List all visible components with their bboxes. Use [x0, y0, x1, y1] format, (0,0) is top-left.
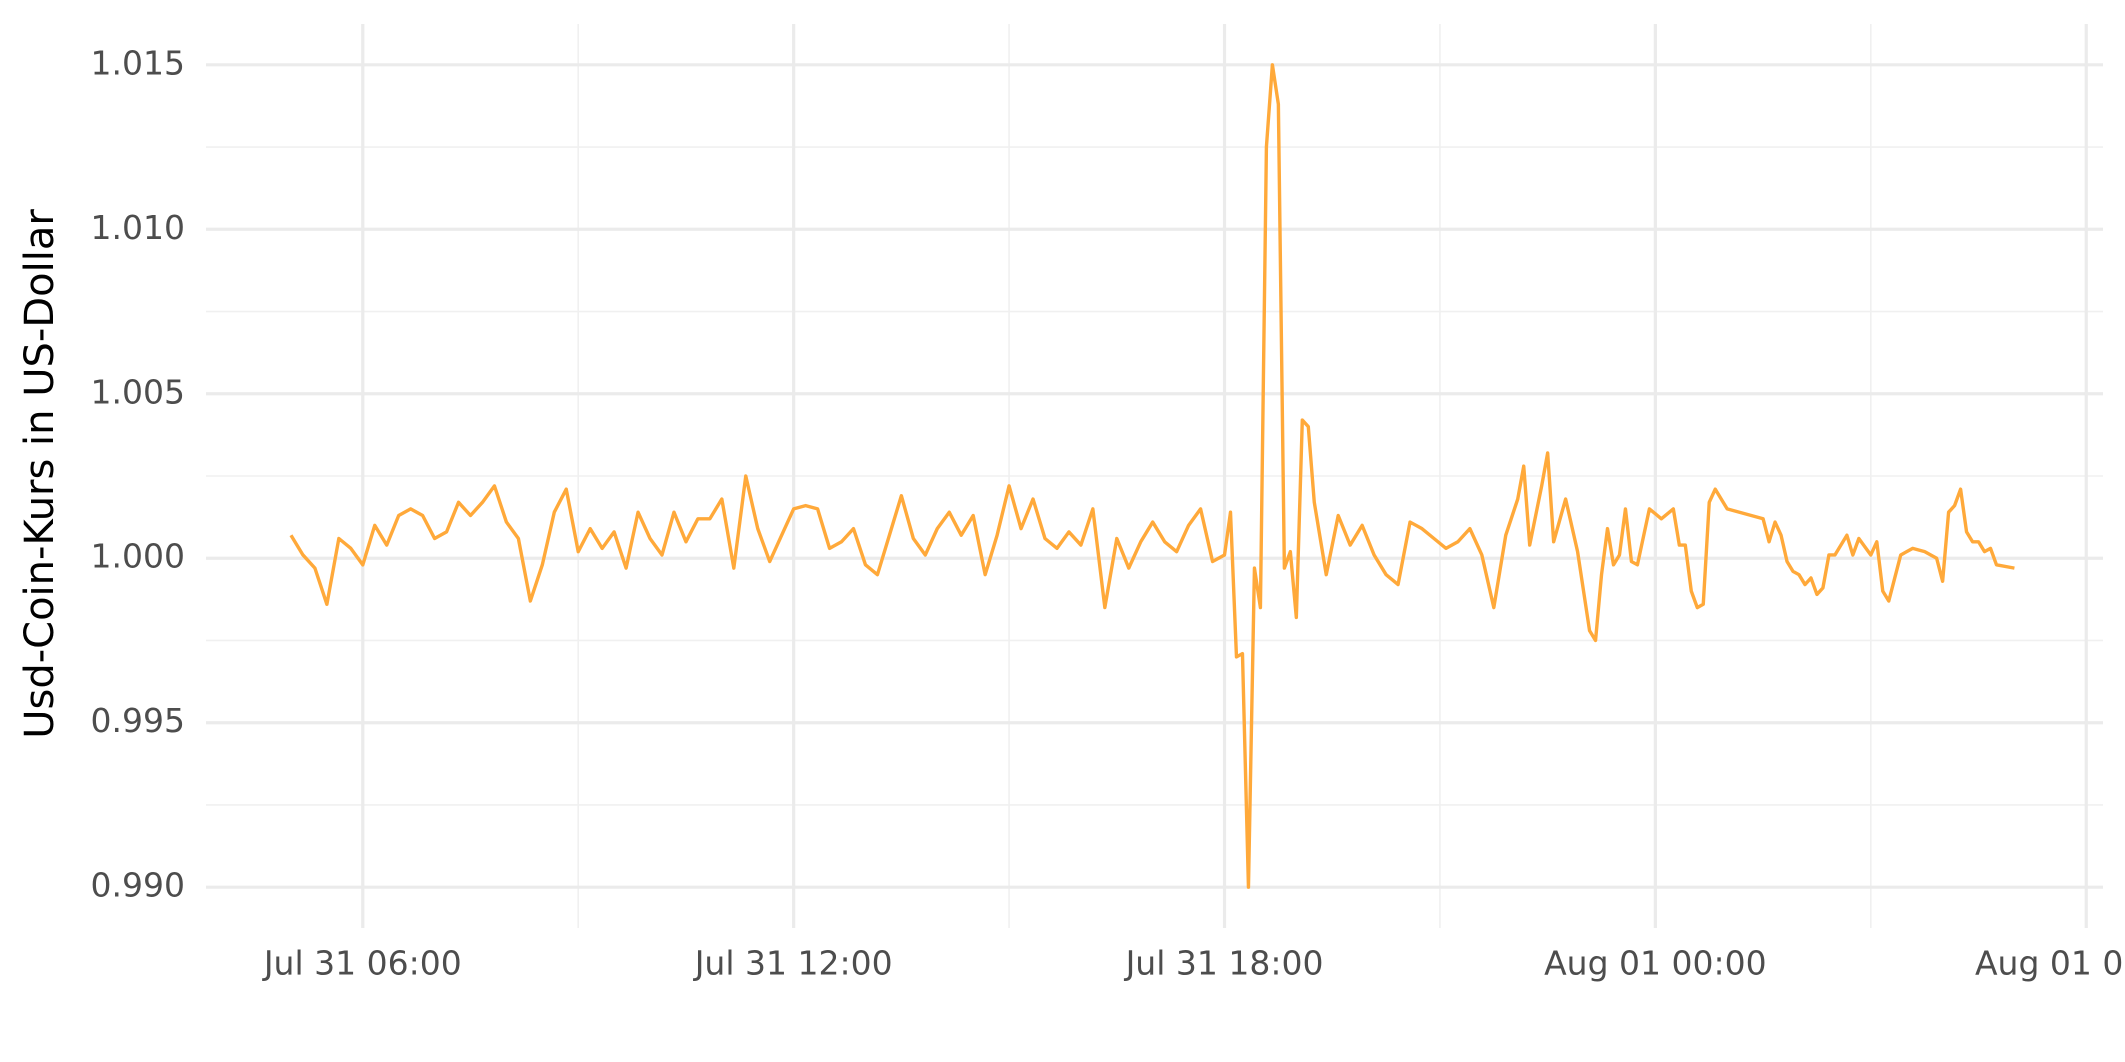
price-line [289, 63, 2015, 889]
x-tick-label: Jul 31 18:00 [1124, 944, 1324, 983]
x-tick-label: Aug 01 00:00 [1544, 944, 1767, 983]
y-tick-label: 1.005 [91, 372, 185, 411]
y-tick-label: 1.010 [91, 208, 185, 247]
y-axis-title: Usd-Coin-Kurs in US-Dollar [17, 209, 63, 739]
y-tick-label: 0.990 [91, 866, 185, 905]
y-tick-label: 1.000 [91, 537, 185, 576]
x-tick-label: Jul 31 12:00 [693, 944, 893, 983]
y-tick-label: 0.995 [91, 701, 185, 740]
x-tick-label: Jul 31 06:00 [262, 944, 462, 983]
x-tick-label: Aug 01 06:00 [1975, 944, 2125, 983]
y-tick-label: 1.015 [91, 43, 185, 82]
